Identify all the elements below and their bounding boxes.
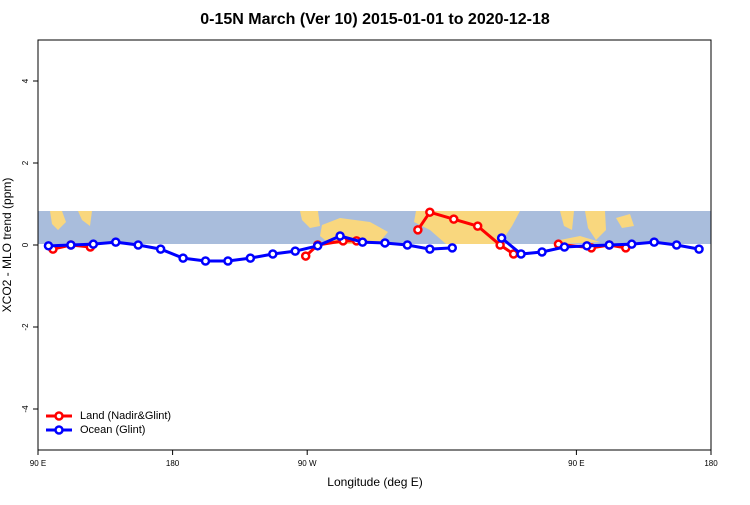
data-point bbox=[604, 240, 615, 250]
data-point bbox=[290, 246, 300, 256]
data-point bbox=[312, 241, 323, 251]
data-point bbox=[245, 253, 256, 263]
legend-label: Ocean (Glint) bbox=[80, 424, 145, 436]
data-point bbox=[472, 221, 483, 231]
data-point bbox=[537, 247, 547, 257]
y-tick-label: -4 bbox=[21, 405, 30, 413]
data-point bbox=[155, 244, 166, 254]
data-point bbox=[335, 231, 345, 241]
data-point bbox=[626, 239, 637, 249]
data-point bbox=[380, 238, 390, 248]
legend-marker bbox=[54, 425, 64, 435]
data-point bbox=[649, 237, 659, 247]
data-point bbox=[496, 233, 507, 243]
data-point bbox=[111, 237, 121, 247]
x-tick-label: 90 W bbox=[298, 459, 317, 468]
legend: Land (Nadir&Glint) Ocean (Glint) bbox=[46, 410, 171, 436]
data-point bbox=[582, 241, 592, 251]
x-tick-label: 90 E bbox=[568, 459, 584, 468]
x-tick-label: 180 bbox=[166, 459, 180, 468]
data-point bbox=[357, 237, 368, 247]
x-tick-label: 90 E bbox=[30, 459, 46, 468]
data-point bbox=[516, 249, 526, 259]
data-point bbox=[223, 256, 233, 266]
map-background bbox=[38, 211, 711, 244]
data-point bbox=[447, 243, 458, 253]
data-point bbox=[88, 239, 99, 249]
data-point bbox=[694, 244, 704, 254]
y-tick-label: 0 bbox=[21, 242, 30, 247]
data-point bbox=[671, 240, 682, 250]
y-tick-label: 4 bbox=[21, 78, 30, 83]
data-point bbox=[402, 240, 413, 250]
legend-marker bbox=[54, 411, 64, 421]
y-axis-label: XCO2 - MLO trend (ppm) bbox=[0, 178, 14, 313]
y-tick-label: -2 bbox=[21, 323, 30, 331]
x-axis-label: Longitude (deg E) bbox=[327, 475, 422, 489]
data-point bbox=[43, 241, 54, 251]
y-tick-label: 2 bbox=[21, 160, 30, 165]
data-point bbox=[178, 253, 188, 263]
data-point bbox=[133, 240, 143, 250]
data-point bbox=[200, 256, 211, 266]
data-point bbox=[559, 242, 570, 252]
data-point bbox=[425, 244, 435, 254]
data-point bbox=[425, 207, 435, 217]
legend-label: Land (Nadir&Glint) bbox=[80, 410, 171, 422]
data-point bbox=[413, 225, 423, 235]
data-point bbox=[268, 249, 278, 259]
chart-title: 0-15N March (Ver 10) 2015-01-01 to 2020-… bbox=[200, 11, 550, 28]
data-point bbox=[449, 214, 459, 224]
x-tick-label: 180 bbox=[704, 459, 718, 468]
data-point bbox=[66, 240, 76, 250]
data-point bbox=[300, 251, 311, 261]
